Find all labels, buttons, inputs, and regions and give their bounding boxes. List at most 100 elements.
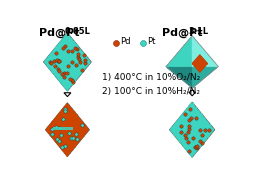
Point — [193, 58, 197, 61]
Point — [192, 83, 196, 86]
Point — [193, 47, 197, 50]
Point — [75, 135, 79, 138]
Point — [180, 54, 184, 57]
Point — [197, 60, 201, 63]
Point — [70, 54, 74, 57]
Point — [191, 128, 195, 131]
Point — [54, 54, 59, 57]
Point — [63, 86, 67, 89]
Point — [173, 58, 177, 61]
Point — [193, 151, 197, 154]
Point — [208, 58, 213, 61]
Point — [193, 50, 197, 53]
Point — [187, 137, 191, 140]
Point — [204, 70, 208, 73]
Point — [198, 135, 202, 138]
Point — [193, 40, 197, 43]
Point — [68, 84, 72, 87]
Point — [79, 125, 83, 129]
Point — [63, 75, 67, 78]
Point — [185, 42, 189, 45]
Point — [182, 71, 186, 74]
Point — [63, 104, 68, 107]
Point — [141, 42, 145, 45]
Point — [187, 111, 191, 114]
Point — [80, 129, 84, 132]
Point — [68, 74, 72, 77]
Point — [197, 69, 201, 72]
Point — [196, 79, 200, 82]
Point — [185, 65, 189, 68]
Point — [169, 65, 173, 68]
Point — [178, 73, 182, 76]
Point — [73, 122, 77, 125]
Point — [61, 48, 65, 51]
Point — [65, 83, 69, 86]
Point — [196, 59, 200, 62]
Point — [65, 138, 69, 141]
Point — [53, 133, 57, 136]
Point — [201, 54, 206, 57]
Point — [197, 71, 201, 74]
Point — [52, 66, 56, 69]
Point — [170, 67, 174, 70]
Point — [185, 138, 189, 141]
Point — [81, 132, 85, 135]
Point — [60, 144, 64, 147]
Point — [59, 112, 63, 115]
Point — [193, 134, 197, 137]
Point — [66, 116, 70, 119]
Point — [184, 71, 188, 74]
Point — [174, 62, 178, 65]
Point — [67, 61, 71, 64]
Point — [188, 149, 192, 152]
Point — [187, 47, 191, 50]
Point — [175, 60, 179, 63]
Point — [174, 64, 178, 67]
Point — [188, 48, 192, 51]
Point — [193, 63, 197, 66]
Point — [198, 54, 202, 57]
Point — [190, 58, 195, 61]
Point — [180, 122, 185, 125]
Polygon shape — [53, 127, 73, 130]
Point — [193, 62, 197, 65]
Point — [185, 41, 189, 44]
Point — [77, 119, 81, 122]
Point — [206, 69, 210, 72]
Point — [74, 132, 78, 135]
Point — [50, 133, 54, 136]
Point — [204, 126, 208, 129]
Point — [63, 78, 68, 81]
Point — [192, 67, 196, 70]
Point — [174, 72, 178, 75]
Point — [190, 52, 195, 55]
Point — [203, 60, 207, 63]
Point — [188, 72, 192, 75]
Point — [78, 61, 82, 64]
Point — [188, 140, 192, 143]
Point — [185, 108, 189, 111]
Point — [57, 138, 61, 141]
Point — [55, 139, 59, 142]
Point — [204, 64, 208, 67]
Point — [62, 133, 66, 136]
Point — [174, 131, 178, 134]
Point — [192, 81, 196, 84]
Point — [170, 126, 174, 129]
Point — [60, 54, 64, 57]
Point — [54, 122, 58, 125]
Point — [81, 61, 85, 64]
Point — [185, 71, 189, 74]
Point — [65, 148, 69, 151]
Point — [56, 52, 60, 55]
Point — [200, 123, 204, 126]
Point — [86, 61, 90, 64]
Point — [192, 132, 196, 135]
Point — [51, 64, 55, 67]
Point — [192, 53, 196, 56]
Point — [199, 60, 204, 63]
Point — [189, 61, 193, 64]
Point — [189, 77, 193, 80]
Point — [198, 117, 202, 120]
